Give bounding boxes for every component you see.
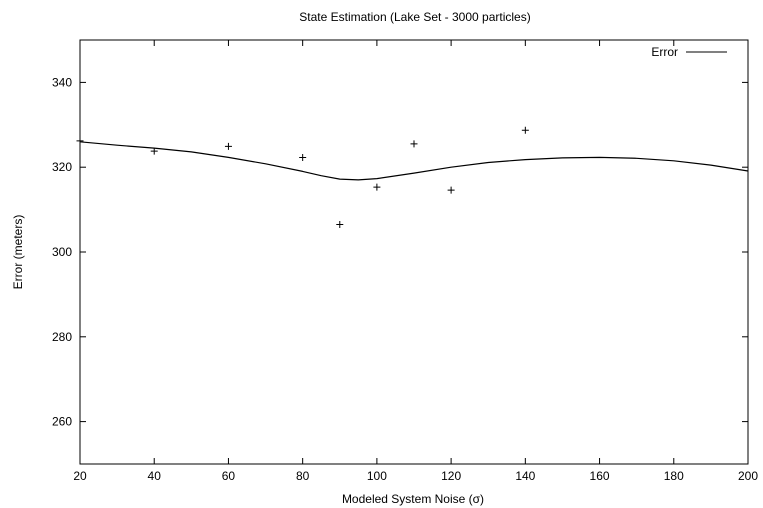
data-point (224, 142, 232, 150)
x-tick-label: 40 (148, 469, 162, 483)
chart-title: State Estimation (Lake Set - 3000 partic… (299, 10, 530, 24)
data-point (336, 220, 344, 228)
data-point (373, 183, 381, 191)
data-point (447, 186, 455, 194)
data-point (410, 140, 418, 148)
ticks (79, 40, 749, 464)
x-tick-label: 80 (296, 469, 310, 483)
y-tick-label: 320 (52, 160, 72, 174)
x-tick-label: 60 (222, 469, 236, 483)
y-tick-label: 260 (52, 415, 72, 429)
tick-labels: 20 40 60 80 100 120 140 160 180 200 260 280 300 320 34… (52, 75, 758, 483)
y-tick-label: 280 (52, 330, 72, 344)
y-axis-label: Error (meters) (11, 215, 25, 290)
legend: Error (651, 45, 727, 59)
error-curve (79, 141, 749, 181)
x-tick-label: 20 (73, 469, 87, 483)
y-tick-label: 340 (52, 75, 72, 89)
data-point (150, 147, 158, 155)
x-tick-label: 120 (441, 469, 461, 483)
x-tick-label: 180 (664, 469, 684, 483)
data-point (299, 153, 307, 161)
legend-label-error: Error (651, 45, 678, 59)
x-tick-label: 160 (590, 469, 610, 483)
data-point (76, 137, 84, 145)
data-point (521, 126, 529, 134)
x-tick-label: 200 (738, 469, 758, 483)
plot-area (79, 39, 749, 465)
y-tick-label: 300 (52, 245, 72, 259)
x-tick-label: 140 (515, 469, 535, 483)
x-axis-label: Modeled System Noise (σ) (342, 492, 484, 506)
data-marks (76, 126, 749, 228)
x-tick-label: 100 (367, 469, 387, 483)
